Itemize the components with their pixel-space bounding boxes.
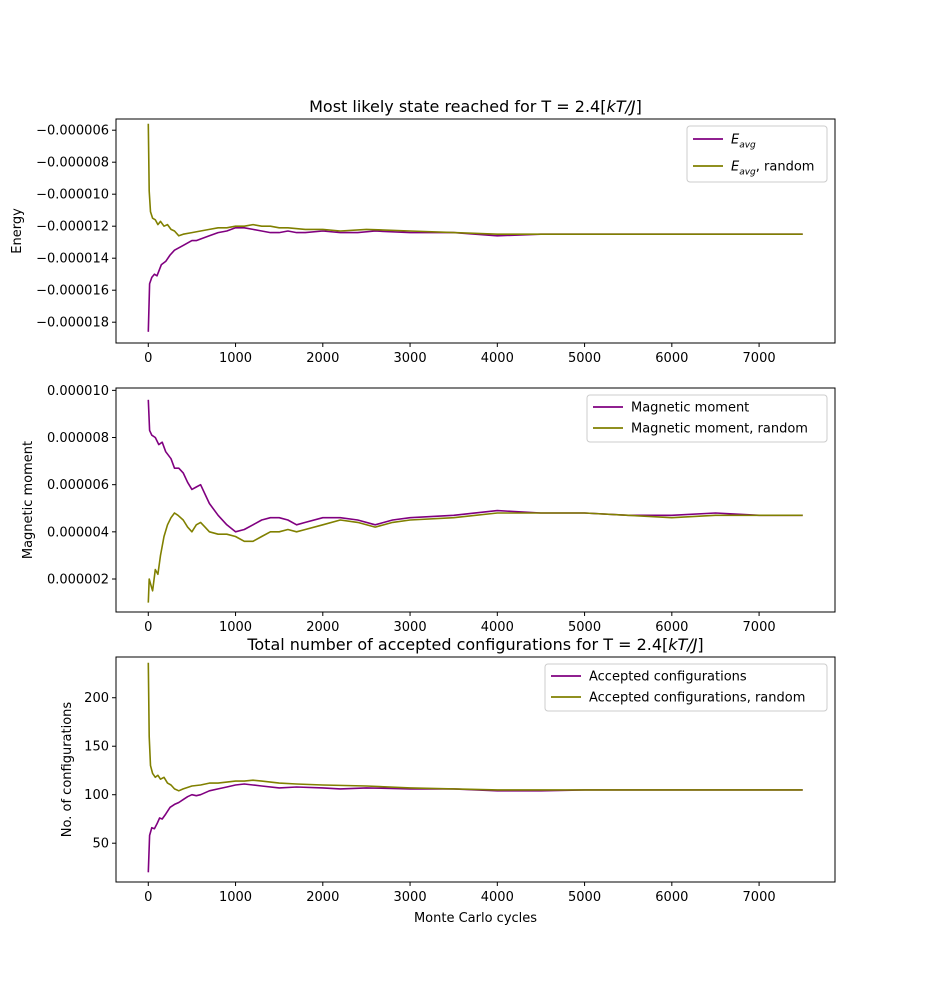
y-axis-label: Energy (10, 208, 25, 254)
chart-panel-3: 0 1000 2000 3000 4000 5000 6000 7000 200 150 100 50… (60, 635, 836, 926)
x-tick-label: 1000 (219, 351, 252, 366)
legend: Magnetic moment Magnetic moment, random (586, 394, 828, 443)
y-tick-label: 0.000006 (47, 478, 109, 493)
legend-label: Accepted configurations, random (589, 691, 805, 706)
chart-title: Total number of accepted configurations … (246, 635, 703, 654)
x-tick-label: 3000 (394, 620, 427, 635)
chart-panel-2: 0 1000 2000 3000 4000 5000 6000 7000 0.000010 0.0… (21, 384, 836, 635)
y-tick-label: 50 (92, 837, 109, 852)
legend-label: Magnetic moment (631, 401, 749, 416)
plot-frame (115, 118, 836, 344)
legend-label: Eavg (731, 133, 756, 151)
y-tick-label: −0.000010 (36, 188, 109, 203)
x-tick-label: 4000 (481, 351, 514, 366)
x-tick-label: 6000 (655, 351, 688, 366)
series-line-main (147, 783, 803, 873)
x-tick-label: 6000 (655, 620, 688, 635)
x-tick-label: 5000 (568, 890, 601, 905)
legend-box (544, 663, 828, 712)
y-axis-label: Magnetic moment (21, 441, 36, 559)
x-tick-label: 0 (144, 890, 152, 905)
x-tick-label: 4000 (481, 890, 514, 905)
y-tick-label: 100 (84, 788, 109, 803)
x-tick-label: 2000 (306, 351, 339, 366)
x-tick-label: 7000 (743, 351, 776, 366)
y-tick-label: −0.000016 (36, 284, 109, 299)
series-line-random (147, 123, 803, 237)
chart-title: Most likely state reached for T = 2.4[kT… (309, 97, 642, 116)
x-tick-label: 7000 (743, 890, 776, 905)
y-tick-label: −0.000014 (36, 252, 109, 267)
legend-label: Magnetic moment, random (631, 422, 808, 437)
x-tick-label: 0 (144, 620, 152, 635)
plot-frame (115, 387, 836, 613)
x-tick-label: 5000 (568, 351, 601, 366)
legend-box (686, 125, 828, 183)
y-tick-label: −0.000008 (36, 156, 109, 171)
y-tick-label: 0.000004 (47, 525, 109, 540)
y-tick-label: −0.000012 (36, 220, 109, 235)
series-line-main (147, 399, 803, 533)
x-tick-label: 7000 (743, 620, 776, 635)
y-tick-label: −0.000018 (36, 316, 109, 331)
legend-label: Eavg, random (731, 160, 814, 178)
x-tick-label: 2000 (306, 620, 339, 635)
y-tick-label: 200 (84, 691, 109, 706)
x-tick-label: 1000 (219, 890, 252, 905)
x-tick-label: 3000 (394, 351, 427, 366)
plot-frame (115, 656, 836, 883)
y-tick-label: 0.000002 (47, 572, 109, 587)
chart-panel-1: 0 1000 2000 3000 4000 5000 6000 7000 −0.000006 −0… (10, 97, 836, 366)
legend: Eavg Eavg, random (686, 125, 828, 183)
y-tick-label: 150 (84, 740, 109, 755)
x-tick-label: 2000 (306, 890, 339, 905)
series-line-main (147, 227, 803, 332)
legend: Accepted configurations Accepted configur… (544, 663, 828, 712)
x-tick-label: 3000 (394, 890, 427, 905)
legend-box (586, 394, 828, 443)
series-line-random (147, 662, 803, 792)
y-tick-label: 0.000010 (47, 384, 109, 399)
x-tick-label: 1000 (219, 620, 252, 635)
y-tick-label: 0.000008 (47, 431, 109, 446)
y-tick-label: −0.000006 (36, 124, 109, 139)
y-axis-label: No. of configurations (60, 702, 75, 838)
x-axis-label: Monte Carlo cycles (414, 911, 537, 926)
legend-label: Accepted configurations (589, 670, 747, 685)
x-tick-label: 5000 (568, 620, 601, 635)
x-tick-label: 0 (144, 351, 152, 366)
x-tick-label: 6000 (655, 890, 688, 905)
x-tick-label: 4000 (481, 620, 514, 635)
series-line-random (147, 512, 803, 603)
